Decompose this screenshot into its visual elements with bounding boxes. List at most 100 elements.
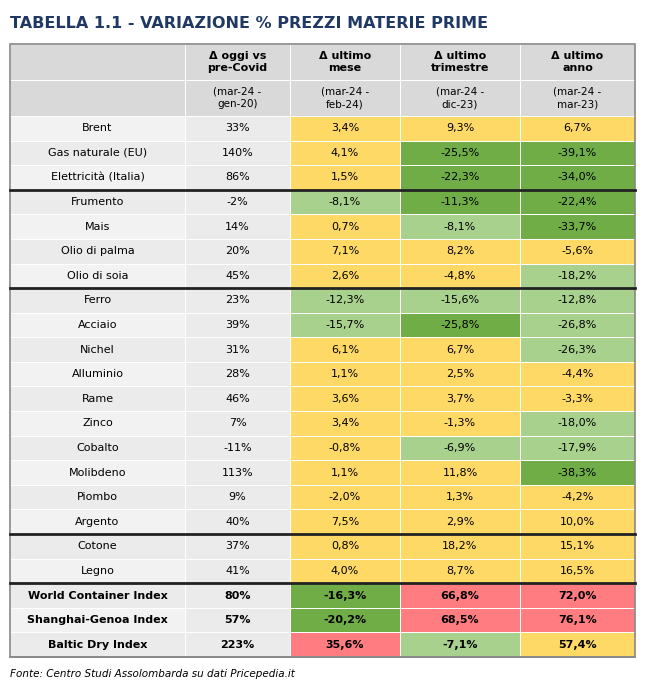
Bar: [185, 313, 290, 337]
Text: 3,7%: 3,7%: [446, 394, 474, 404]
Text: 40%: 40%: [225, 517, 250, 527]
Bar: [290, 633, 400, 657]
Bar: [400, 190, 520, 214]
Text: -25,5%: -25,5%: [441, 148, 480, 158]
Bar: [185, 239, 290, 264]
Bar: [400, 534, 520, 559]
Bar: [290, 239, 400, 264]
Text: Shanghai-Genoa Index: Shanghai-Genoa Index: [27, 615, 168, 625]
Bar: [520, 559, 635, 583]
Bar: [185, 436, 290, 460]
Text: 4,0%: 4,0%: [331, 566, 359, 576]
Bar: [520, 633, 635, 657]
Text: 80%: 80%: [224, 591, 251, 600]
Text: -26,8%: -26,8%: [558, 320, 597, 330]
Bar: [10, 288, 185, 313]
Bar: [10, 362, 185, 387]
Text: -0,8%: -0,8%: [329, 443, 361, 453]
Text: -18,2%: -18,2%: [558, 271, 597, 281]
Text: -16,3%: -16,3%: [323, 591, 366, 600]
Bar: [400, 239, 520, 264]
Bar: [10, 436, 185, 460]
Text: 20%: 20%: [225, 246, 250, 256]
Text: 86%: 86%: [225, 172, 250, 183]
Bar: [400, 387, 520, 411]
Bar: [10, 313, 185, 337]
Text: Brent: Brent: [83, 123, 113, 133]
Bar: [400, 510, 520, 534]
Bar: [10, 608, 185, 633]
Text: -22,4%: -22,4%: [558, 197, 597, 207]
Text: 1,1%: 1,1%: [331, 369, 359, 379]
Bar: [520, 411, 635, 436]
Text: 57,4%: 57,4%: [558, 640, 597, 650]
Text: Olio di palma: Olio di palma: [61, 246, 134, 256]
Text: Argento: Argento: [75, 517, 119, 527]
Text: -33,7%: -33,7%: [558, 222, 597, 232]
Text: 223%: 223%: [221, 640, 255, 650]
Text: -17,9%: -17,9%: [558, 443, 597, 453]
Bar: [10, 559, 185, 583]
Text: Nichel: Nichel: [80, 345, 115, 354]
Text: 11,8%: 11,8%: [442, 468, 478, 477]
Bar: [10, 44, 185, 80]
Bar: [10, 239, 185, 264]
Bar: [400, 141, 520, 165]
Bar: [10, 141, 185, 165]
Bar: [290, 214, 400, 239]
Text: Zinco: Zinco: [82, 418, 113, 429]
Bar: [185, 411, 290, 436]
Bar: [290, 485, 400, 510]
Text: -8,1%: -8,1%: [444, 222, 476, 232]
Text: Elettricità (Italia): Elettricità (Italia): [50, 172, 144, 183]
Text: -2%: -2%: [226, 197, 248, 207]
Bar: [10, 485, 185, 510]
Text: -12,3%: -12,3%: [325, 295, 364, 306]
Text: 14%: 14%: [225, 222, 250, 232]
Bar: [185, 510, 290, 534]
Text: 0,8%: 0,8%: [331, 541, 359, 552]
Text: TABELLA 1.1 - VARIAZIONE % PREZZI MATERIE PRIME: TABELLA 1.1 - VARIAZIONE % PREZZI MATERI…: [10, 16, 488, 30]
Bar: [290, 387, 400, 411]
Bar: [185, 460, 290, 485]
Text: 4,1%: 4,1%: [331, 148, 359, 158]
Text: 16,5%: 16,5%: [560, 566, 595, 576]
Bar: [400, 313, 520, 337]
Bar: [520, 288, 635, 313]
Bar: [520, 141, 635, 165]
Bar: [185, 190, 290, 214]
Bar: [185, 80, 290, 116]
Bar: [400, 608, 520, 633]
Text: Acciaio: Acciaio: [78, 320, 117, 330]
Text: Olio di soia: Olio di soia: [66, 271, 128, 281]
Text: 2,9%: 2,9%: [446, 517, 474, 527]
Text: -38,3%: -38,3%: [558, 468, 597, 477]
Bar: [185, 559, 290, 583]
Text: -15,6%: -15,6%: [441, 295, 480, 306]
Text: -22,3%: -22,3%: [441, 172, 480, 183]
Bar: [10, 190, 185, 214]
Text: 57%: 57%: [224, 615, 251, 625]
Bar: [290, 460, 400, 485]
Text: Cotone: Cotone: [77, 541, 117, 552]
Bar: [10, 337, 185, 362]
Bar: [520, 485, 635, 510]
Text: -18,0%: -18,0%: [558, 418, 597, 429]
Text: 28%: 28%: [225, 369, 250, 379]
Bar: [290, 44, 400, 80]
Text: 33%: 33%: [225, 123, 250, 133]
Bar: [400, 337, 520, 362]
Bar: [290, 190, 400, 214]
Bar: [10, 165, 185, 190]
Text: World Container Index: World Container Index: [28, 591, 167, 600]
Text: 6,7%: 6,7%: [563, 123, 591, 133]
Text: Piombo: Piombo: [77, 492, 118, 502]
Text: 2,6%: 2,6%: [331, 271, 359, 281]
Text: Δ ultimo
anno: Δ ultimo anno: [551, 51, 604, 74]
Bar: [400, 460, 520, 485]
Bar: [185, 337, 290, 362]
Text: 68,5%: 68,5%: [441, 615, 479, 625]
Bar: [400, 44, 520, 80]
Text: -39,1%: -39,1%: [558, 148, 597, 158]
Text: 46%: 46%: [225, 394, 250, 404]
